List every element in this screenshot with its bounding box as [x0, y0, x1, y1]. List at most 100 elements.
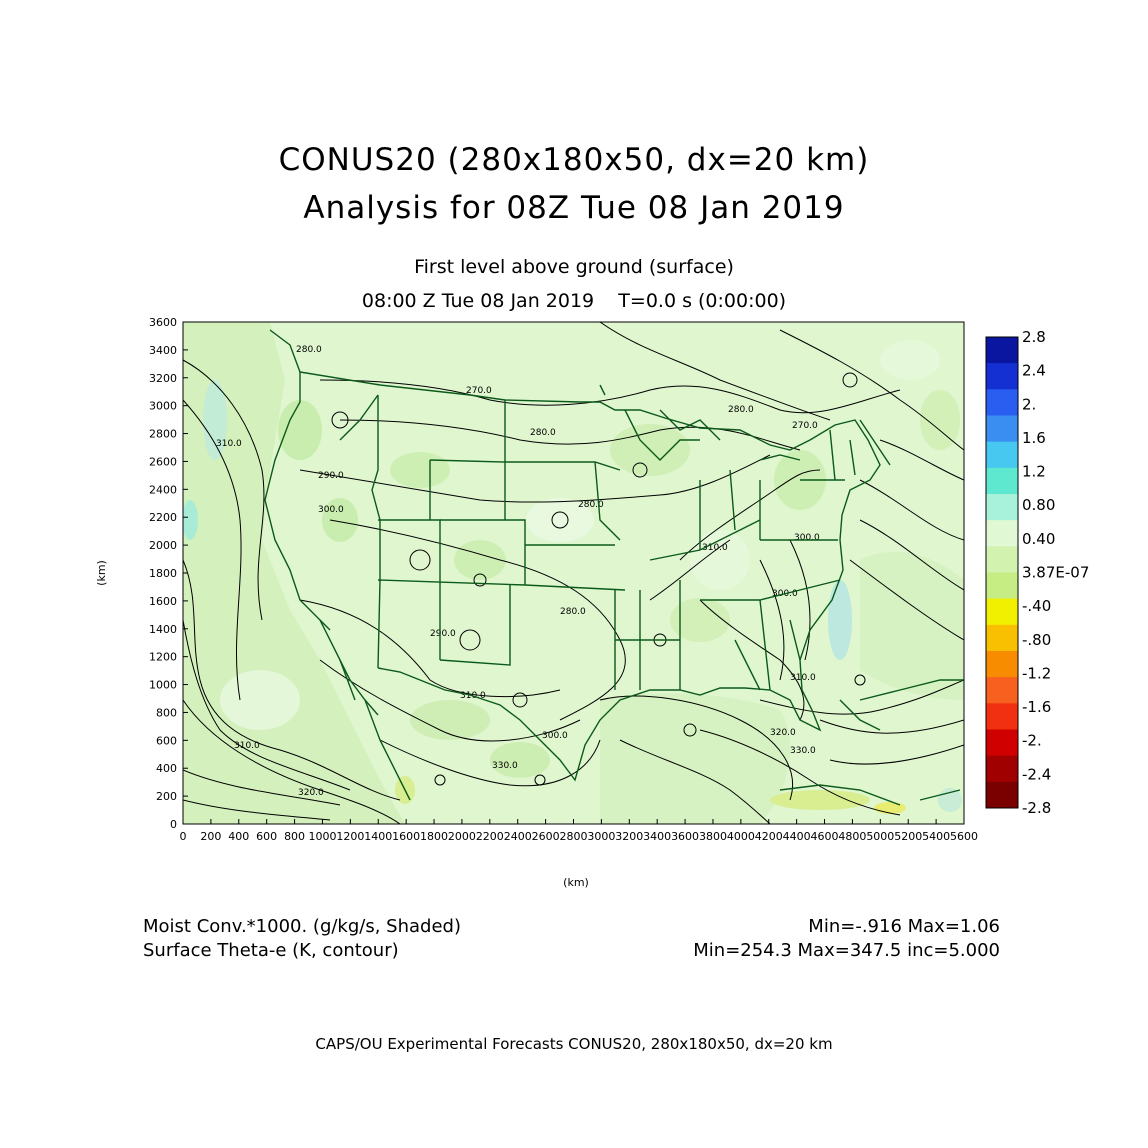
contour-field-range: Min=254.3 Max=347.5 inc=5.000: [693, 940, 1000, 961]
contour-label: 300.0: [542, 731, 568, 741]
x-tick-label: 3400: [643, 830, 671, 843]
contour-label: 330.0: [492, 761, 518, 771]
shaded-field-label: Moist Conv.*1000. (g/kg/s, Shaded): [143, 916, 461, 937]
colorbar-swatch: [986, 546, 1018, 573]
colorbar-label: -2.: [1022, 732, 1042, 750]
contour-label: 280.0: [296, 345, 322, 355]
colorbar-label: -.80: [1022, 631, 1051, 649]
y-tick-label: 1000: [149, 679, 177, 692]
colorbar-swatch: [986, 781, 1018, 809]
x-tick-label: 2600: [532, 830, 560, 843]
colorbar-label: 1.6: [1022, 429, 1046, 447]
contour-label: 330.0: [790, 746, 816, 756]
y-tick-label: 3400: [149, 344, 177, 357]
x-tick-label: 200: [200, 830, 221, 843]
colorbar-label: 2.8: [1022, 328, 1046, 346]
x-tick-label: 2200: [476, 830, 504, 843]
colorbar-label: 2.: [1022, 395, 1036, 413]
x-tick-label: 5600: [950, 830, 978, 843]
contour-label: 270.0: [466, 386, 492, 396]
colorbar-swatch: [986, 598, 1018, 626]
y-tick-label: 800: [156, 706, 177, 719]
y-axis-ticks: 0 200 400 600 800 1000 1200 1400 1600 1800 2000 220…: [149, 316, 188, 831]
y-tick-label: 600: [156, 734, 177, 747]
x-tick-label: 2800: [560, 830, 588, 843]
y-tick-label: 400: [156, 762, 177, 775]
contour-label: 280.0: [530, 428, 556, 438]
contour-label: 270.0: [792, 421, 818, 431]
colorbar-swatch: [986, 337, 1018, 364]
x-tick-label: 4000: [727, 830, 755, 843]
subtitle-time: 08:00 Z Tue 08 Jan 2019 T=0.0 s (0:00:00…: [361, 290, 787, 312]
colorbar: 2.8 2.4 2. 1.6 1.2 0.80 0.40 3.87E-07 -.40 -.80 -1…: [985, 328, 1089, 817]
contour-label: 300.0: [794, 533, 820, 543]
colorbar-label: 0.40: [1022, 530, 1055, 548]
x-tick-label: 3000: [587, 830, 615, 843]
contour-field-label: Surface Theta-e (K, contour): [143, 940, 399, 961]
contour-label: 320.0: [298, 788, 324, 798]
y-tick-label: 3200: [149, 372, 177, 385]
colorbar-swatch: [986, 572, 1018, 600]
colorbar-swatch: [986, 415, 1018, 443]
x-tick-label: 3600: [671, 830, 699, 843]
colorbar-swatch: [986, 624, 1018, 652]
colorbar-label: 3.87E-07: [1022, 564, 1089, 582]
x-tick-label: 2000: [448, 830, 476, 843]
colorbar-swatch: [986, 494, 1018, 521]
y-tick-label: 2800: [149, 428, 177, 441]
x-tick-label: 600: [256, 830, 277, 843]
x-tick-label: 4200: [755, 830, 783, 843]
y-tick-label: 200: [156, 790, 177, 803]
x-tick-label: 2400: [504, 830, 532, 843]
contour-label: 300.0: [318, 505, 344, 515]
x-tick-label: 3800: [699, 830, 727, 843]
theta-e-contours: [183, 322, 964, 824]
y-tick-label: 1800: [149, 567, 177, 580]
y-tick-label: 2000: [149, 539, 177, 552]
colorbar-label: -1.2: [1022, 664, 1051, 682]
x-axis-ticks: 0 200 400 600 800 1000 1200 1400 1600 1800 2000 220…: [180, 819, 978, 843]
x-tick-label: 800: [284, 830, 305, 843]
x-tick-label: 4800: [838, 830, 866, 843]
colorbar-label: -1.6: [1022, 698, 1051, 716]
state-boundaries: [264, 329, 964, 806]
colorbar-label: 0.80: [1022, 496, 1055, 514]
moisture-convergence-shading: [183, 322, 964, 824]
y-tick-label: 2400: [149, 483, 177, 496]
contour-label: 280.0: [578, 500, 604, 510]
colorbar-swatch: [986, 520, 1018, 547]
x-tick-label: 0: [180, 830, 187, 843]
colorbar-swatch: [986, 441, 1018, 469]
colorbar-label: 2.4: [1022, 362, 1046, 380]
colorbar-label: -.40: [1022, 597, 1051, 615]
y-axis-title: (km): [95, 560, 108, 586]
x-tick-label: 5200: [894, 830, 922, 843]
contour-label: 280.0: [728, 405, 754, 415]
x-tick-label: 4600: [811, 830, 839, 843]
contour-label: 280.0: [560, 607, 586, 617]
y-tick-label: 2600: [149, 455, 177, 468]
x-tick-label: 5400: [922, 830, 950, 843]
x-tick-label: 1200: [336, 830, 364, 843]
colorbar-swatch: [986, 651, 1018, 678]
contour-label: 290.0: [318, 471, 344, 481]
footer-credit: CAPS/OU Experimental Forecasts CONUS20, …: [315, 1035, 833, 1053]
contour-label: 290.0: [430, 629, 456, 639]
contour-label: 310.0: [790, 673, 816, 683]
colorbar-label: -2.4: [1022, 765, 1051, 783]
y-tick-label: 3000: [149, 400, 177, 413]
colorbar-swatch: [986, 703, 1018, 730]
x-tick-label: 400: [228, 830, 249, 843]
contour-label: 320.0: [770, 728, 796, 738]
y-tick-label: 1200: [149, 651, 177, 664]
colorbar-label: -2.8: [1022, 799, 1051, 817]
contour-label: 310.0: [216, 439, 242, 449]
y-tick-label: 1600: [149, 595, 177, 608]
colorbar-swatch: [986, 677, 1018, 704]
colorbar-swatch: [986, 755, 1018, 783]
colorbar-label: 1.2: [1022, 463, 1046, 481]
x-tick-label: 1000: [308, 830, 336, 843]
title-line2: Analysis for 08Z Tue 08 Jan 2019: [303, 190, 845, 226]
colorbar-swatch: [986, 729, 1018, 757]
